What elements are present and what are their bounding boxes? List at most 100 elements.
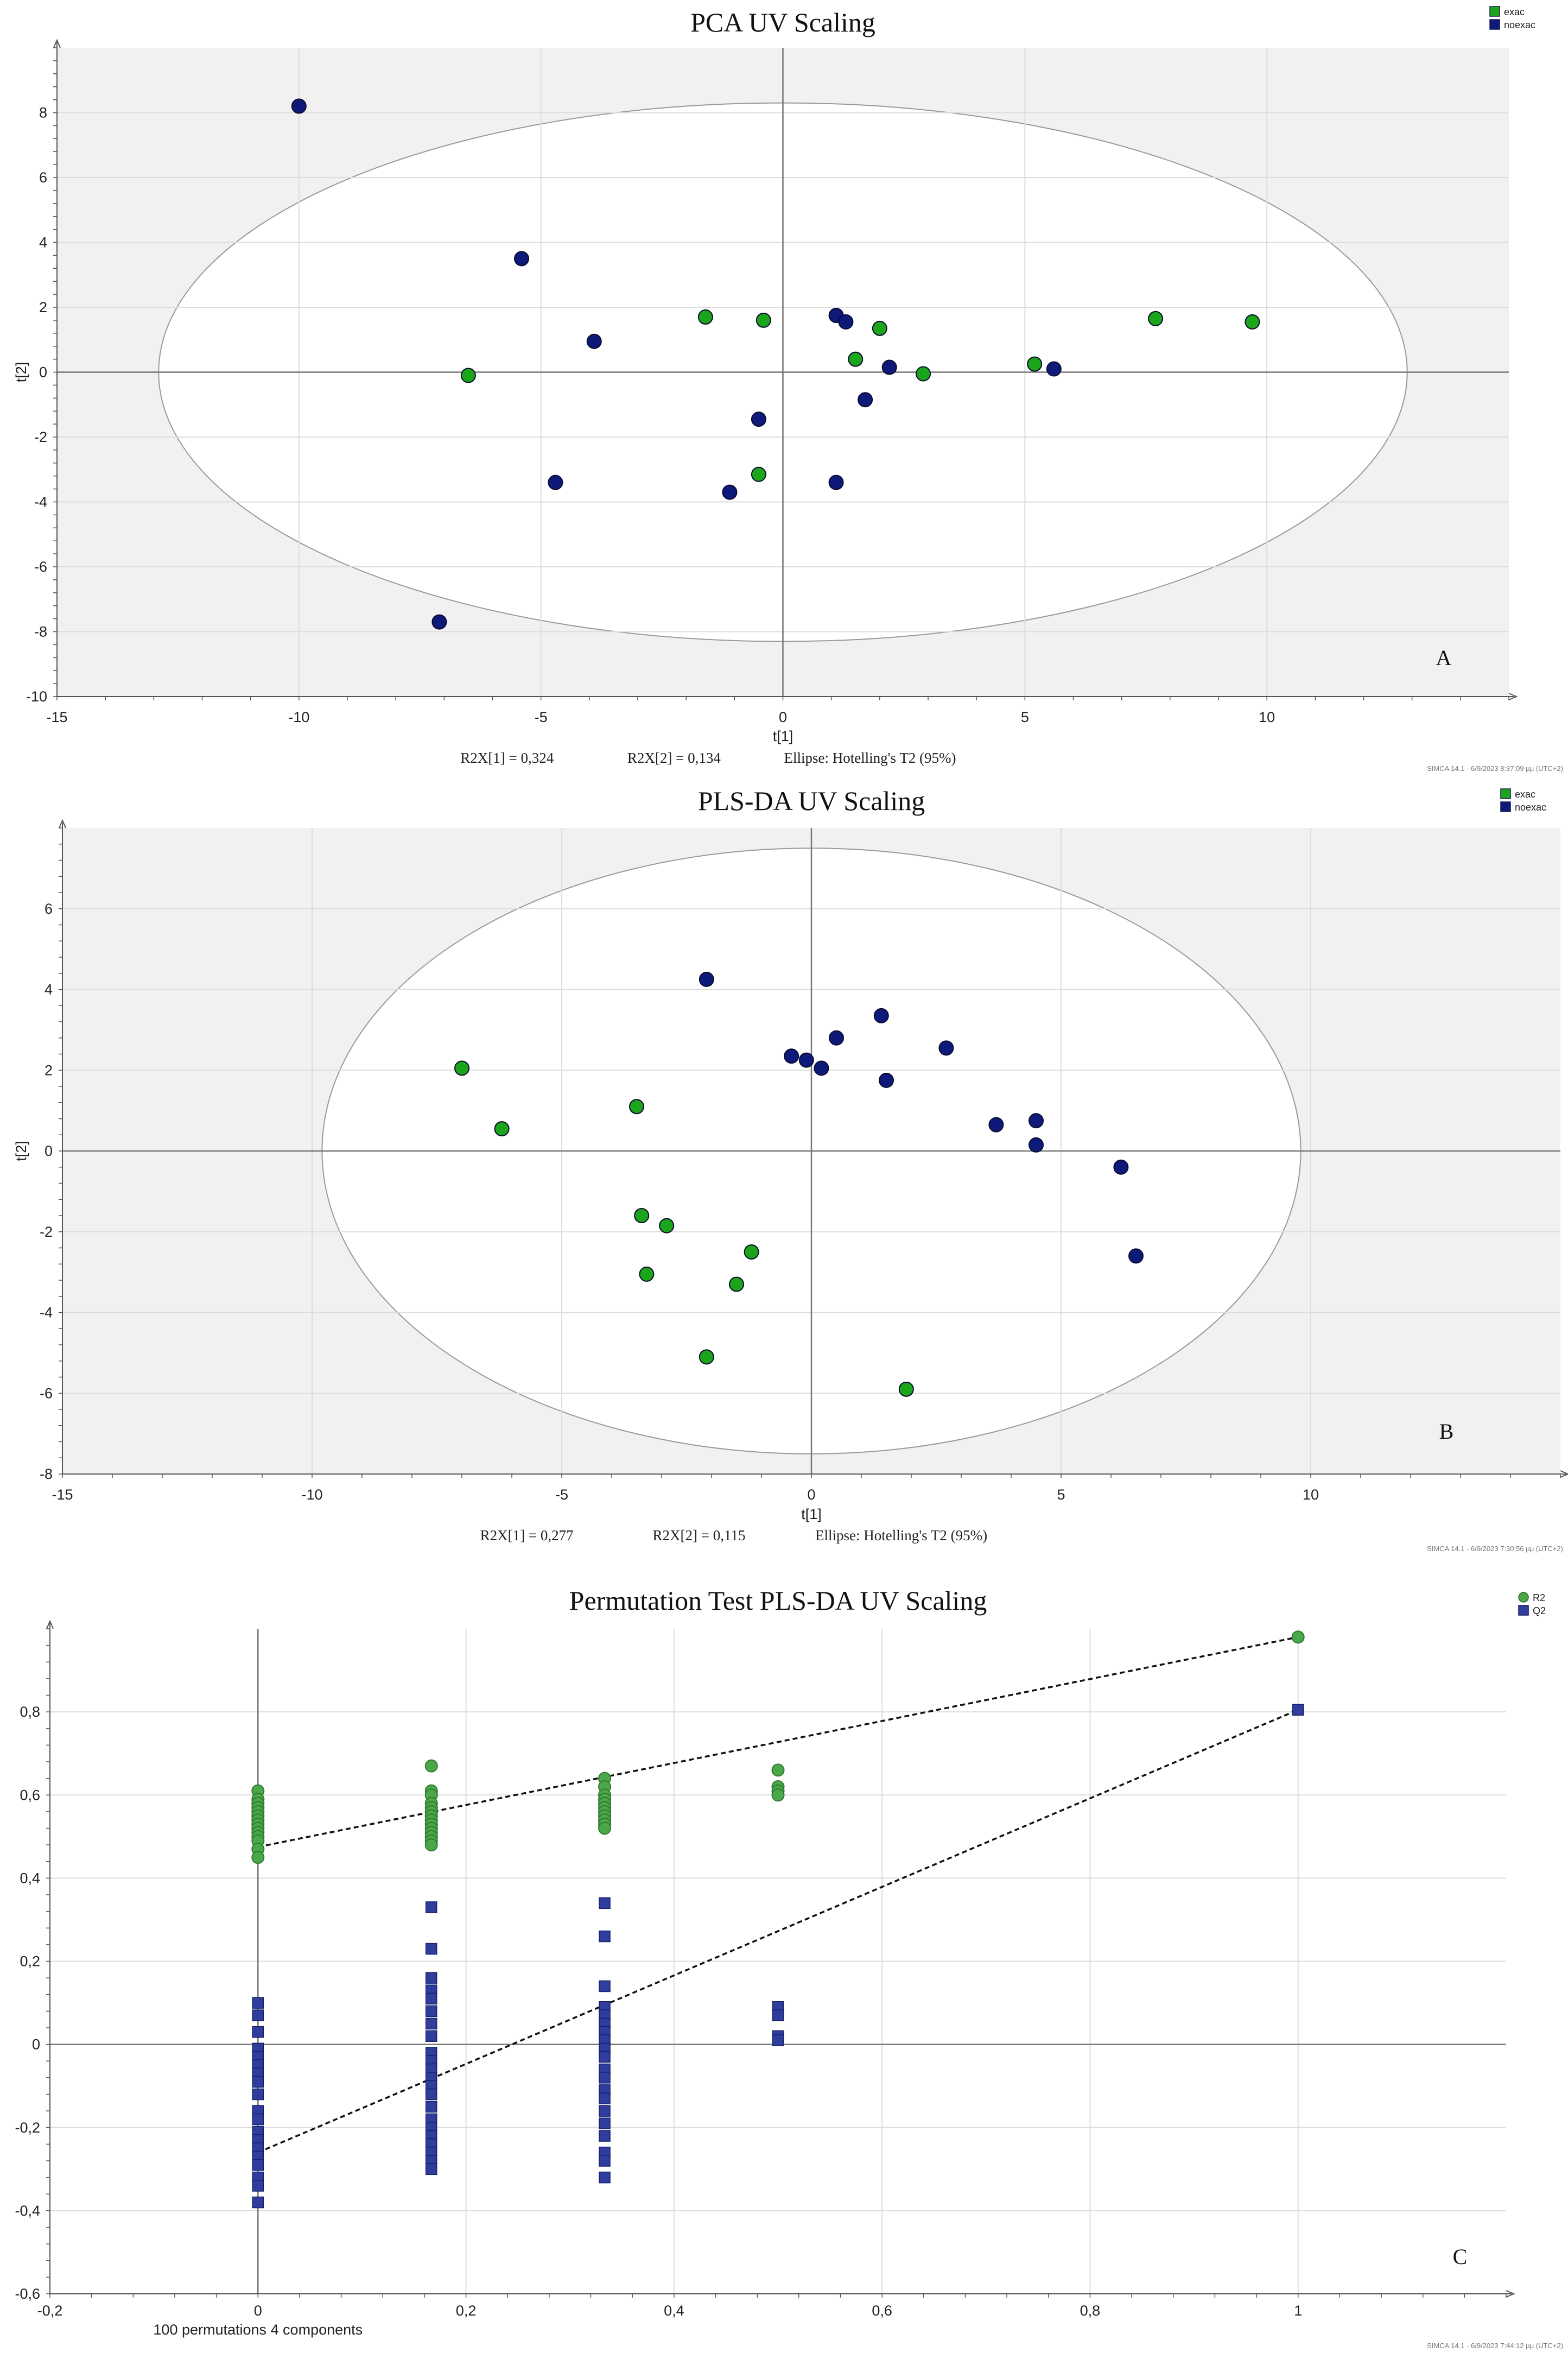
y-tick-label: -0,6 [15,2286,40,2302]
x-tick-label: 5 [1057,1487,1065,1503]
point-q2 [426,2017,437,2030]
point-r2 [424,1759,438,1773]
y-tick-label: -6 [34,559,47,575]
y-tick-label: -6 [40,1385,53,1401]
point-exac [460,368,476,383]
point-exac [756,312,771,328]
point-noexac [699,971,714,987]
y-tick-label: -4 [40,1305,53,1321]
point-noexac [722,484,738,500]
y-tick-label: 0 [45,1143,53,1159]
plsda-chart: -15 -10 -5 0 5 10 -8 -6 -4 -2 0 2 4 6 PLS-DA UV Scalin… [13,786,1568,1553]
y-tick-label: 6 [45,901,53,917]
legend-marker-exac [1500,788,1511,799]
y-tick-label: -8 [34,624,47,640]
y-tick-label: 0,8 [20,1704,40,1720]
y-axis-label: t[2] [13,1141,29,1161]
point-noexac [751,412,766,427]
ellipse-label: Ellipse: Hotelling's T2 (95%) [784,750,956,766]
point-noexac [838,314,854,330]
r2x2-label: R2X[2] = 0,115 [653,1527,746,1544]
panel-letter: B [1439,1419,1454,1444]
legend-marker-q2 [1518,1605,1529,1616]
point-q2 [426,1943,437,1955]
legend-marker-exac [1489,6,1500,17]
point-q2 [599,1980,611,1993]
legend-marker-noexac [1489,19,1500,30]
point-q2 [426,2005,437,2017]
software-timestamp: SIMCA 14.1 - 6/9/2023 7:44:12 μμ (UTC+2) [1427,2342,1563,2350]
point-noexac [829,1030,844,1046]
point-r2 [1291,1630,1305,1644]
point-exac [898,1381,914,1397]
x-axis-arrow [1506,2290,1515,2298]
point-q2 [426,1901,437,1913]
pca-chart: -15 -10 -5 0 5 10 -10 -8 -6 -4 -2 0 2 4 6 8 PCA UV Scali… [13,6,1563,773]
x-tick-label: 10 [1259,709,1275,725]
point-q2 [252,2026,264,2038]
point-q2 [426,2088,437,2101]
point-noexac [881,359,897,375]
point-r2 [424,1838,438,1852]
x-tick-label: 0,2 [456,2303,477,2319]
legend-label: exac [1515,789,1535,800]
point-r2 [598,1821,612,1835]
y-tick-label: -0,4 [15,2203,40,2219]
chart-title: PLS-DA UV Scaling [698,786,925,816]
x-tick-label: -10 [301,1487,322,1503]
point-q2 [599,2105,611,2117]
x-tick-label: -0,2 [37,2303,63,2319]
legend-label: noexac [1504,20,1535,30]
point-noexac [873,1008,889,1023]
point-exac [494,1121,510,1137]
panel-letter: A [1436,646,1452,670]
point-q2 [426,2030,437,2042]
point-exac [454,1060,469,1076]
x-axis-label: t[1] [773,728,793,744]
point-noexac [548,475,563,490]
x-axis-label: 100 permutations 4 components [153,2322,363,2338]
point-exac [751,466,766,482]
point-q2 [426,2101,437,2113]
point-q2 [252,2088,264,2101]
x-axis-arrow [1560,1470,1568,1478]
y-tick-label: 8 [39,105,47,121]
y-tick-label: 0,2 [20,1953,40,1970]
y-axis-arrow [46,1620,54,1629]
point-noexac [1029,1113,1044,1129]
y-tick-label: 4 [39,235,47,251]
point-noexac [879,1072,894,1088]
point-noexac [784,1048,799,1064]
y-tick-label: -0,2 [15,2120,40,2136]
point-q2 [252,1997,264,2009]
legend-marker-r2 [1518,1592,1529,1603]
r2x1-label: R2X[1] = 0,324 [460,750,554,766]
x-tick-label: 0 [779,709,787,725]
chart-title: PCA UV Scaling [690,7,875,37]
x-tick-label: 0,8 [1080,2303,1101,2319]
point-q2 [599,2092,611,2104]
point-exac [699,1349,714,1365]
point-q2 [599,1930,611,1943]
point-q2 [252,2180,264,2192]
point-exac [872,320,887,336]
x-tick-label: -5 [555,1487,568,1503]
point-exac [1245,314,1260,330]
y-tick-label: 0 [32,2036,40,2053]
x-tick-label: 0 [254,2303,262,2319]
y-tick-label: 0 [39,364,47,381]
y-tick-label: 6 [39,169,47,186]
point-noexac [1128,1248,1144,1264]
point-q2 [599,1897,611,1909]
point-exac [916,366,931,382]
point-q2 [426,2163,437,2175]
y-tick-label: -10 [26,688,47,705]
software-timestamp: SIMCA 14.1 - 6/9/2023 7:30:56 μμ (UTC+2) [1427,1545,1563,1553]
y-tick-label: 2 [45,1062,53,1078]
point-exac [634,1208,650,1223]
plsda-chart-panel: -15 -10 -5 0 5 10 -8 -6 -4 -2 0 2 4 6 PLS-DA UV Scalin… [0,782,1568,1564]
point-q2 [599,2130,611,2142]
ellipse-label: Ellipse: Hotelling's T2 (95%) [815,1527,987,1544]
y-tick-label: -8 [40,1466,53,1482]
x-tick-label: 1 [1294,2303,1302,2319]
